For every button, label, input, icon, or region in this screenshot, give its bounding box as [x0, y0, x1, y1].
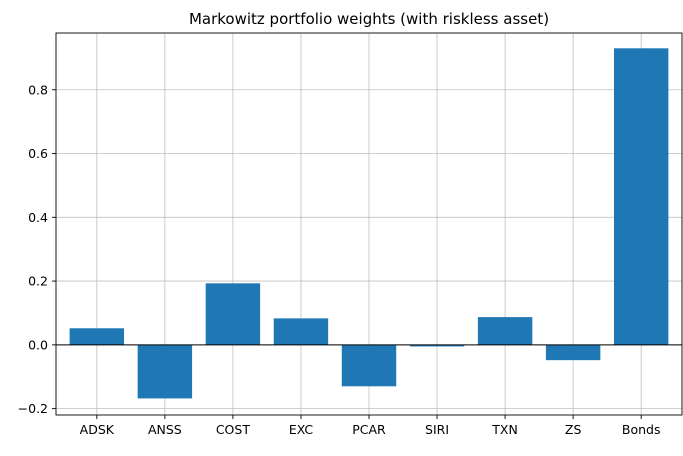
bars-layer — [69, 48, 669, 399]
chart-title: Markowitz portfolio weights (with riskle… — [189, 10, 549, 28]
x-tick-label: EXC — [289, 422, 314, 437]
bar-exc — [273, 318, 329, 345]
x-tick-label: ZS — [565, 422, 582, 437]
bar-pcar — [341, 344, 397, 387]
x-axis: ADSK ANSS COST EXC PCAR SIRI TXN ZS Bonds — [80, 415, 661, 437]
y-tick-label: 0.8 — [28, 82, 48, 97]
y-tick-label: 0.4 — [28, 210, 48, 225]
x-tick-label: ANSS — [148, 422, 182, 437]
bar-txn — [477, 317, 533, 345]
x-tick-label: Bonds — [622, 422, 661, 437]
bar-zs — [545, 344, 601, 361]
y-axis: −0.2 0.0 0.2 0.4 0.6 0.8 — [18, 82, 56, 416]
y-tick-label: 0.0 — [28, 337, 48, 352]
bar-anss — [137, 344, 193, 399]
bar-siri — [409, 344, 465, 347]
y-tick-label: 0.6 — [28, 146, 48, 161]
y-tick-label: −0.2 — [18, 401, 48, 416]
y-tick-label: 0.2 — [28, 274, 48, 289]
x-tick-label: PCAR — [352, 422, 386, 437]
bar-bonds — [613, 48, 669, 345]
x-tick-label: COST — [216, 422, 251, 437]
x-tick-label: TXN — [491, 422, 518, 437]
bar-adsk — [69, 328, 125, 345]
bar-cost — [205, 283, 261, 345]
x-tick-label: ADSK — [80, 422, 115, 437]
x-tick-label: SIRI — [425, 422, 449, 437]
